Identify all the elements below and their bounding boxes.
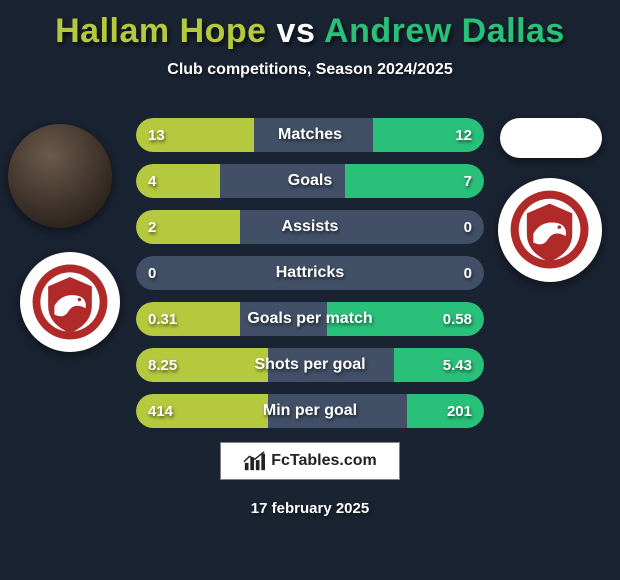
crest-icon	[31, 263, 109, 341]
brand-badge: FcTables.com	[220, 442, 400, 480]
page-title: Hallam Hope vs Andrew Dallas	[0, 0, 620, 51]
stats-comparison: 1312Matches 47Goals 20Assists 00Hattricks 0.…	[136, 118, 484, 440]
subtitle: Club competitions, Season 2024/2025	[0, 61, 620, 79]
stat-row: 47Goals	[136, 164, 484, 198]
stat-row: 1312Matches	[136, 118, 484, 152]
crest-icon	[509, 189, 590, 270]
infographic-date: 17 february 2025	[0, 500, 620, 517]
player1-club-crest	[20, 252, 120, 352]
stat-row: 00Hattricks	[136, 256, 484, 290]
player2-club-crest	[498, 178, 602, 282]
player1-photo	[8, 124, 112, 228]
stat-row: 0.310.58Goals per match	[136, 302, 484, 336]
stat-label: Goals	[136, 164, 484, 198]
stat-row: 20Assists	[136, 210, 484, 244]
title-player1: Hallam Hope	[55, 12, 266, 50]
stat-label: Matches	[136, 118, 484, 152]
stat-row: 8.255.43Shots per goal	[136, 348, 484, 382]
title-player2: Andrew Dallas	[324, 12, 565, 50]
title-vs: vs	[277, 12, 316, 50]
stat-row: 414201Min per goal	[136, 394, 484, 428]
stat-label: Goals per match	[136, 302, 484, 336]
stat-label: Shots per goal	[136, 348, 484, 382]
stat-label: Assists	[136, 210, 484, 244]
player2-photo	[500, 118, 602, 158]
stat-label: Hattricks	[136, 256, 484, 290]
bar-chart-icon	[243, 450, 265, 472]
brand-text: FcTables.com	[271, 452, 377, 470]
stat-label: Min per goal	[136, 394, 484, 428]
